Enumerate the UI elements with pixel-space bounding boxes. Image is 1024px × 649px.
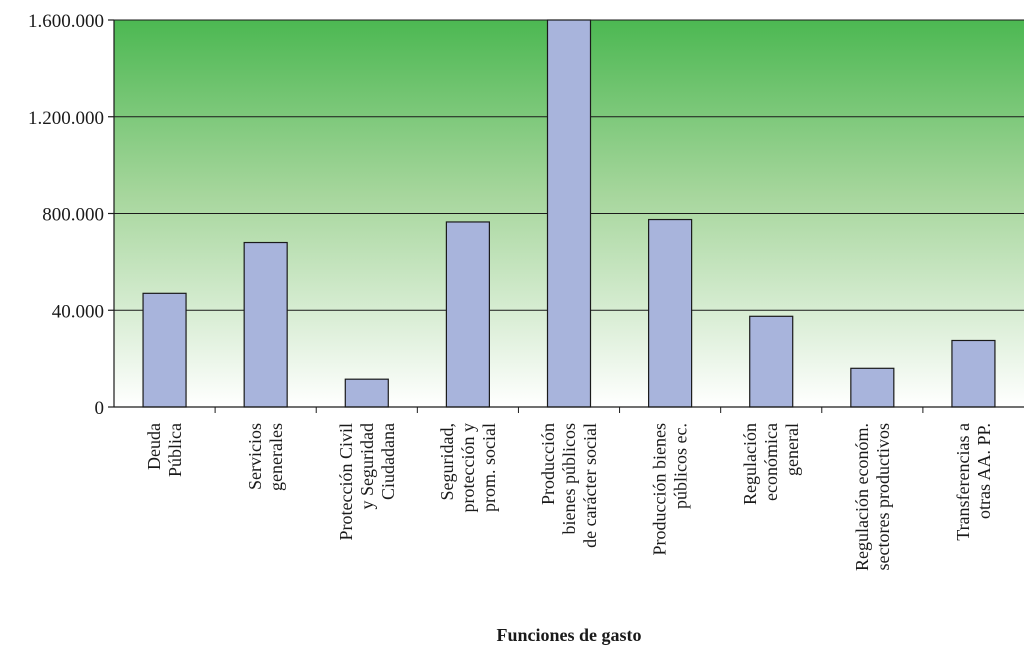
x-tick-label-line: Transferencias a bbox=[953, 423, 973, 541]
bar bbox=[142, 292, 187, 408]
bar bbox=[445, 221, 490, 408]
x-tick-label-line: bienes públicos bbox=[559, 423, 579, 534]
x-tick-label-line: sectores productivos bbox=[873, 423, 893, 570]
x-tick-label: Regulacióneconómicageneral bbox=[740, 423, 802, 505]
x-tick-label-line: Pública bbox=[165, 423, 185, 477]
x-tick-label-line: Regulación bbox=[740, 423, 760, 505]
x-tick-label: Serviciosgenerales bbox=[245, 423, 286, 491]
x-tick-label-line: Seguridad, bbox=[437, 423, 457, 500]
y-tick-labels: 0 40.000 800.000 1.200.000 1.600.000 bbox=[28, 11, 104, 419]
x-tick-label-line: Ciudadana bbox=[378, 423, 398, 500]
x-tick-label-line: económica bbox=[761, 423, 781, 501]
bar bbox=[749, 315, 794, 408]
x-tick-label-line: Protección Civil bbox=[336, 423, 356, 540]
y-tick-label: 1.600.000 bbox=[28, 11, 104, 32]
x-tick-label-line: general bbox=[782, 423, 802, 476]
y-tick-label: 1.200.000 bbox=[28, 108, 104, 129]
y-tick-label: 800.000 bbox=[42, 205, 104, 226]
x-tick-label-line: generales bbox=[266, 423, 286, 491]
x-tick-label-line: Producción bienes bbox=[650, 423, 670, 555]
x-tick-label-line: y Seguridad bbox=[357, 423, 377, 509]
bar bbox=[344, 378, 389, 408]
y-tick-label: 0 bbox=[95, 398, 105, 419]
x-tick-label-line: prom. social bbox=[479, 423, 499, 512]
x-tick-label-line: Servicios bbox=[245, 423, 265, 490]
x-tick-label-line: Regulación económ. bbox=[852, 423, 872, 571]
x-axis-title: Funciones de gasto bbox=[496, 625, 641, 645]
x-tick-label: Transferencias aotras AA. PP. bbox=[953, 423, 994, 541]
x-tick-label: DeudaPública bbox=[144, 423, 185, 477]
x-tick-label-line: protección y bbox=[458, 423, 478, 512]
bar bbox=[546, 19, 592, 408]
x-tick-label-line: públicos ec. bbox=[671, 423, 691, 509]
bar bbox=[850, 367, 895, 408]
x-tick-label-line: Deuda bbox=[144, 423, 164, 470]
y-tick-label: 40.000 bbox=[52, 301, 104, 322]
axes bbox=[108, 19, 1024, 413]
bar bbox=[951, 339, 996, 408]
bar bbox=[648, 218, 693, 408]
x-tick-label-line: de carácter social bbox=[580, 423, 600, 548]
x-tick-label: Producciónbienes públicosde carácter soc… bbox=[538, 423, 600, 548]
x-tick-label: Regulación económ.sectores productivos bbox=[852, 423, 893, 571]
x-tick-label: Protección Civily SeguridadCiudadana bbox=[336, 423, 398, 540]
x-category-labels: DeudaPública Serviciosgenerales Protección… bbox=[144, 423, 994, 571]
bars bbox=[142, 19, 996, 408]
x-tick-label-line: Producción bbox=[538, 423, 558, 505]
x-tick-label-line: otras AA. PP. bbox=[974, 423, 994, 519]
bar bbox=[243, 241, 288, 408]
x-tick-label: Seguridad,protección yprom. social bbox=[437, 423, 499, 512]
x-tick-label: Producción bienespúblicos ec. bbox=[650, 423, 691, 555]
